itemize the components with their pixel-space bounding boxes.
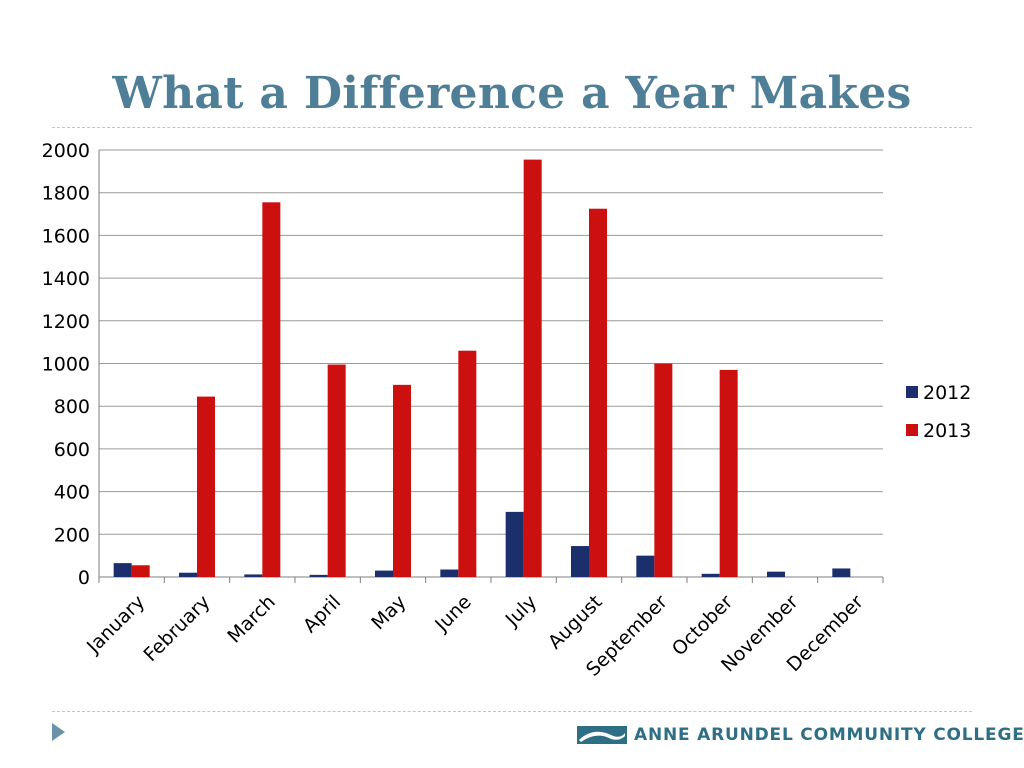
x-tick-label: April — [299, 591, 345, 637]
bar-2013-april — [327, 364, 346, 577]
bar-2012-july — [505, 511, 524, 577]
bar-2012-december — [832, 568, 851, 577]
y-tick-label: 800 — [54, 396, 90, 418]
y-tick-label: 200 — [54, 524, 90, 546]
bar-2013-october — [719, 369, 738, 577]
legend-swatch-2012 — [906, 386, 918, 398]
bar-chart: 0 200 400 600 800 1000 1200 1400 1600 1800 2000 Jan… — [42, 140, 972, 681]
bar-2012-march — [244, 574, 263, 577]
y-tick-label: 400 — [54, 482, 90, 504]
legend-label-2012: 2012 — [923, 382, 971, 404]
bar-2013-may — [393, 384, 411, 577]
bar-2012-february — [179, 572, 197, 577]
bar-2012-august — [571, 546, 589, 577]
college-logo: ANNE ARUNDEL COMMUNITY COLLEGE — [577, 724, 1024, 746]
x-tick-label: February — [139, 591, 214, 666]
legend-swatch-2013 — [906, 424, 918, 436]
y-tick-label: 1400 — [42, 268, 90, 290]
y-tick-label: 1000 — [42, 354, 90, 376]
college-name: ANNE ARUNDEL COMMUNITY COLLEGE — [634, 725, 1024, 745]
bar-2013-january — [131, 565, 150, 577]
bar-2012-may — [375, 570, 393, 577]
bar-2012-october — [701, 573, 720, 577]
bar-2013-june — [458, 350, 477, 577]
y-tick-label: 2000 — [42, 140, 90, 162]
bar-2013-july — [523, 159, 542, 578]
bottom-divider — [52, 711, 972, 712]
x-tick-label: March — [223, 591, 280, 648]
x-tick-label: June — [430, 591, 476, 637]
y-tick-label: 0 — [78, 567, 90, 589]
bar-2013-august — [589, 208, 607, 577]
y-tick-label: 1200 — [42, 311, 90, 333]
bar-2013-september — [654, 363, 673, 577]
x-tick-label: August — [544, 591, 607, 654]
bar-2012-june — [440, 569, 459, 577]
wave-logo-icon — [577, 726, 627, 744]
bar-2012-january — [113, 563, 132, 577]
bar-2013-february — [197, 396, 215, 577]
x-tick-label: January — [82, 591, 149, 658]
y-tick-label: 600 — [54, 439, 90, 461]
top-divider — [52, 127, 972, 128]
next-slide-arrow-icon[interactable] — [52, 723, 65, 741]
bar-2012-november — [767, 571, 785, 577]
bar-2012-april — [309, 574, 328, 577]
bar-2012-september — [636, 555, 655, 577]
x-tick-label: May — [367, 591, 410, 634]
y-tick-label: 1800 — [42, 183, 90, 205]
y-tick-label: 1600 — [42, 225, 90, 247]
slide-title: What a Difference a Year Makes — [112, 68, 912, 119]
bar-2013-march — [262, 202, 281, 577]
x-tick-label: July — [501, 591, 541, 631]
legend-label-2013: 2013 — [923, 420, 971, 442]
